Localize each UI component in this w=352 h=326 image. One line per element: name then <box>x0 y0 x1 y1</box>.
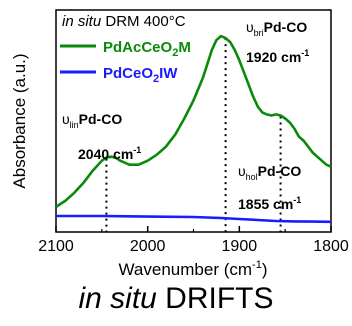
caption-italic: in situ <box>78 282 157 315</box>
legend: PdAcCeO2M PdCeO2IW <box>60 39 191 85</box>
y-axis-label: Absorbance (a.u.) <box>10 53 29 188</box>
annotation-bridge-label: υbriPd-CO <box>246 19 307 38</box>
annotation-linear-label: υlinPd-CO <box>62 111 122 130</box>
x-axis-label: Wavenumber (cm-1) <box>119 259 268 279</box>
annotation-bridge: υbriPd-CO 1920 cm-1 <box>246 19 309 65</box>
annotation-hollow-value: 1855 cm-1 <box>238 195 301 212</box>
caption-rest: DRIFTS <box>156 282 274 315</box>
series-line-pdceo2iw <box>56 214 332 224</box>
figure-caption: in situ DRIFTS <box>0 282 352 316</box>
legend-label-pdacceo2m: PdAcCeO2M <box>103 39 191 59</box>
condition-label: in situ DRM 400°C <box>62 13 186 30</box>
annotation-linear: υlinPd-CO 2040 cm-1 <box>62 111 141 162</box>
x-tick-label-1800: 1800 <box>313 238 349 255</box>
x-tick-label-1900: 1900 <box>222 238 258 255</box>
annotation-linear-value: 2040 cm-1 <box>78 145 141 162</box>
x-tick-label-2000: 2000 <box>130 238 166 255</box>
legend-label-pdceo2iw: PdCeO2IW <box>103 65 178 85</box>
annotation-hollow-label: υholPd-CO <box>238 163 301 182</box>
x-tick-label-2100: 2100 <box>38 238 74 255</box>
x-ticks: 2100 2000 1900 1800 <box>38 226 349 255</box>
annotation-bridge-value: 1920 cm-1 <box>246 48 309 65</box>
annotation-lines <box>105 38 282 232</box>
series-layer <box>55 34 332 224</box>
annotation-hollow: υholPd-CO 1855 cm-1 <box>238 163 301 212</box>
series-line-pdacceo2m <box>55 34 332 208</box>
